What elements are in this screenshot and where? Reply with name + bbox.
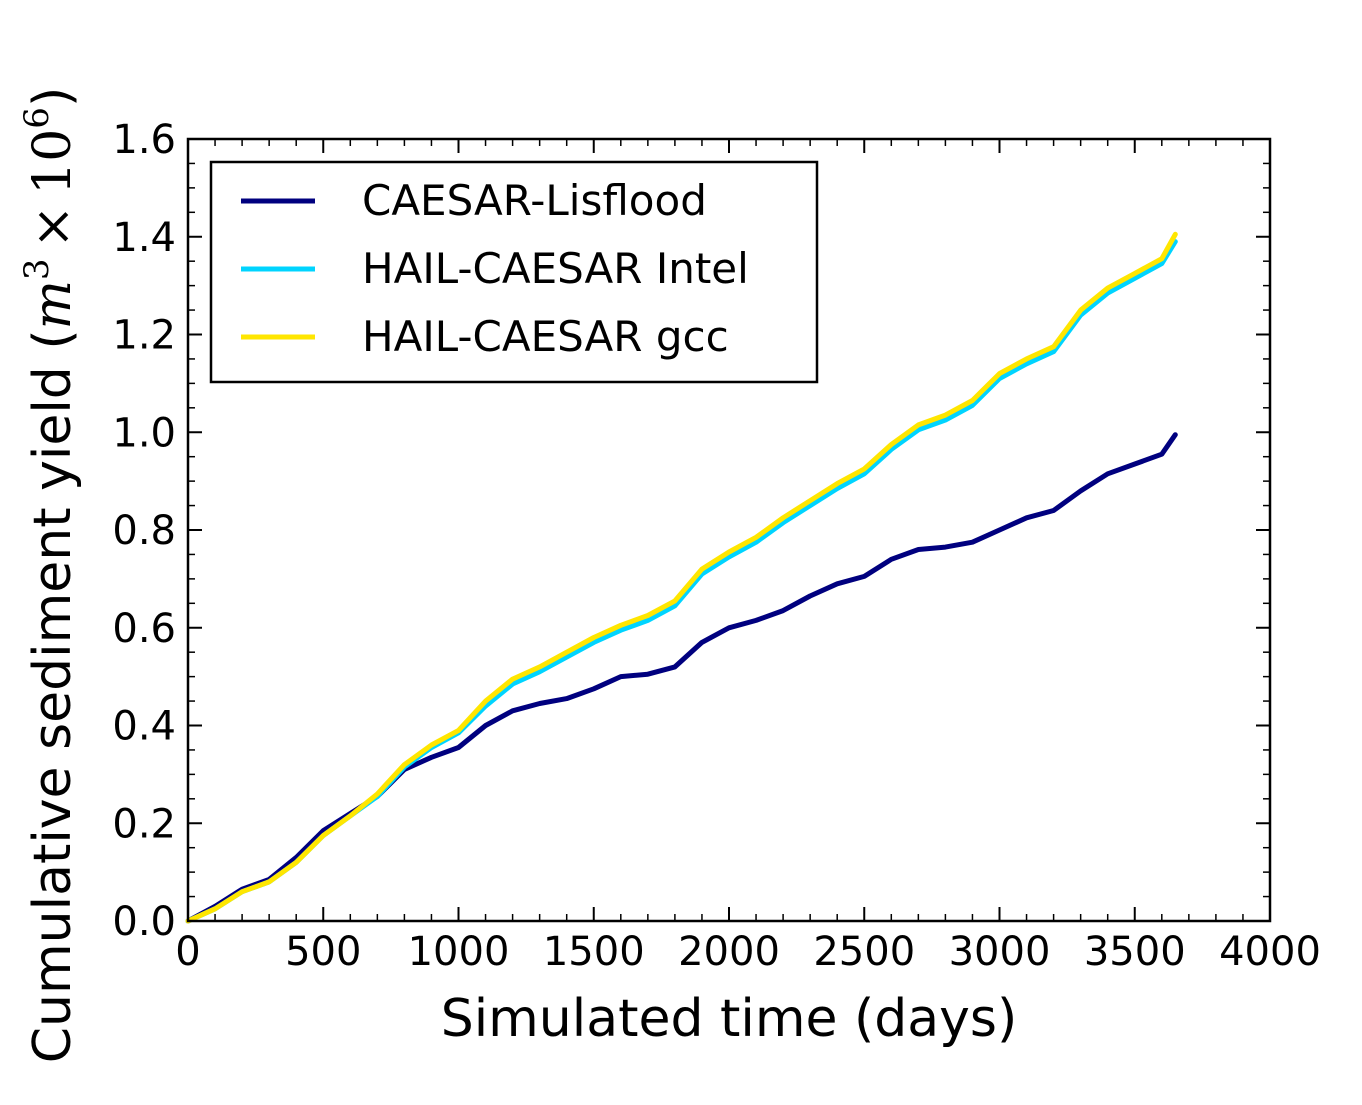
y-axis-label-times: × xyxy=(23,205,83,249)
y-axis-label: Cumulative sediment yield (m3 × 106) xyxy=(17,87,83,1064)
y-axis-label-unit-base: m xyxy=(23,280,83,329)
y-tick-label: 1.6 xyxy=(112,117,176,163)
y-axis-label-close: ) xyxy=(23,87,83,107)
x-tick-label: 3000 xyxy=(949,929,1051,975)
x-tick-label: 0 xyxy=(175,929,200,975)
x-tick-label: 2500 xyxy=(813,929,915,975)
y-axis-label-unit-exp: 3 xyxy=(17,258,57,280)
plot-frame xyxy=(186,137,1272,923)
tick-labels-layer: 0 500 1000 1500 2000 2500 3000 3500 4000 0.0 0.2 0.… xyxy=(112,117,1321,975)
x-tick-label: 3500 xyxy=(1084,929,1186,975)
y-tick-label: 0.2 xyxy=(112,801,176,847)
x-tick-label: 4000 xyxy=(1219,929,1321,975)
y-tick-label: 0.6 xyxy=(112,606,176,652)
series-layer xyxy=(185,231,1178,924)
legend-label-hail-caesar-gcc: HAIL-CAESAR gcc xyxy=(362,312,729,361)
y-axis-label-ten: 10 xyxy=(23,129,83,195)
y-tick-label: 0.8 xyxy=(112,508,176,554)
legend-label-caesar-lisflood: CAESAR-Lisflood xyxy=(362,176,707,225)
x-tick-label: 2000 xyxy=(678,929,780,975)
y-axis-label-ten-exp: 6 xyxy=(17,107,57,129)
legend: CAESAR-Lisflood HAIL-CAESAR Intel HAIL-C… xyxy=(209,160,819,384)
y-tick-label: 0.0 xyxy=(112,899,176,945)
x-tick-label: 1000 xyxy=(408,929,510,975)
y-tick-label: 1.2 xyxy=(112,313,176,359)
x-axis-label: Simulated time (days) xyxy=(441,989,1018,1049)
x-tick-label: 500 xyxy=(285,929,361,975)
x-tick-label: 1500 xyxy=(543,929,645,975)
series-line-hail-caesar-gcc xyxy=(185,231,1178,924)
y-tick-label: 0.4 xyxy=(112,704,176,750)
legend-label-hail-caesar-intel: HAIL-CAESAR Intel xyxy=(362,244,749,293)
y-axis-label-text: Cumulative sediment yield ( xyxy=(23,329,83,1063)
y-tick-label: 1.0 xyxy=(112,410,176,456)
y-tick-label: 1.4 xyxy=(112,215,176,261)
